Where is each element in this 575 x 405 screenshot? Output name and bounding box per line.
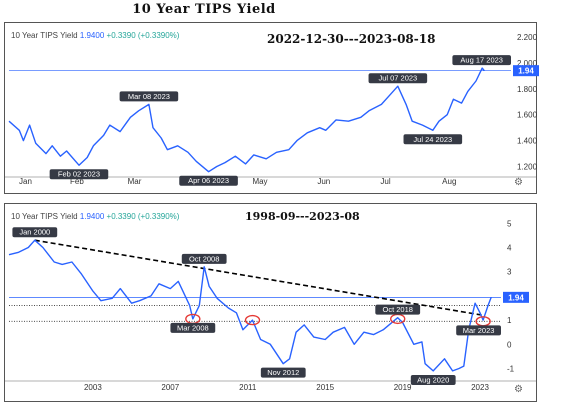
y-tick-label: 3: [507, 268, 512, 277]
chart-header: 10 Year TIPS Yield 1.9400 +0.3390 (+0.33…: [11, 31, 179, 40]
series-name: 10 Year TIPS Yield: [11, 31, 78, 40]
annotation-label: Mar 2023: [463, 326, 495, 335]
y-tick-label: 0: [507, 340, 512, 349]
annotation-label-box: [368, 73, 428, 84]
annotation-label-box: [12, 227, 58, 238]
series-value: 1.9400: [79, 212, 105, 221]
x-tick-label: 2015: [316, 383, 334, 392]
annotation-label: Aug 2020: [417, 375, 449, 384]
x-tick-label: 2023: [471, 383, 489, 392]
y-tick-label: 2.200: [517, 33, 538, 42]
x-tick-label: Mar: [128, 177, 142, 186]
date-range-label: 1998-09---2023-08: [245, 210, 360, 223]
annotation-label: Feb 02 2023: [58, 170, 100, 179]
y-tick-label: 1.400: [517, 137, 538, 146]
y-tick-label: 1: [507, 316, 512, 325]
series-change: +0.3390 (+0.3390%): [106, 212, 180, 221]
series-line: [8, 67, 485, 173]
annotation-label: Aug 17 2023: [460, 56, 503, 65]
annotation-label: Jan 2000: [19, 228, 50, 237]
gear-icon[interactable]: ⚙: [514, 384, 523, 395]
annotation-label-box: [452, 55, 511, 66]
annotation-label: Oct 2008: [189, 254, 219, 263]
current-value-badge: [503, 291, 529, 303]
annotation-label: Apr 06 2023: [188, 176, 229, 185]
x-tick-label: 2011: [239, 383, 257, 392]
annotation-label: Oct 2018: [382, 305, 412, 314]
annotation-label: Nov 2012: [267, 368, 299, 377]
page-title: 10 Year TIPS Yield: [132, 2, 276, 17]
x-tick-label: Jun: [317, 177, 330, 186]
annotation-label-box: [456, 325, 501, 336]
x-tick-label: Aug: [442, 177, 456, 186]
y-tick-label: 1.600: [517, 111, 538, 120]
annotation-label: Mar 2008: [177, 323, 209, 332]
date-range-label: 2022-12-30---2023-08-18: [267, 32, 436, 46]
chart-svg-recent: 2.200 2.000 1.800 1.600 1.400 1.200 Jan Feb Mar A…: [5, 33, 539, 186]
annotation-label-box: [49, 169, 109, 180]
annotation-label: Jul 07 2023: [378, 74, 417, 83]
x-tick-label: Jul: [380, 177, 390, 186]
y-tick-label: 4: [507, 243, 512, 252]
series-name: 10 Year TIPS Yield: [11, 212, 78, 221]
trend-line: [34, 239, 484, 317]
y-tick-label: 5: [507, 219, 512, 228]
x-tick-label: 2003: [84, 383, 102, 392]
x-tick-label: 2007: [161, 383, 179, 392]
y-tick-label: 1.200: [517, 163, 538, 172]
annotation-label: Jul 24 2023: [413, 135, 452, 144]
current-value-label: 1.94: [508, 293, 524, 302]
x-tick-label: Feb: [70, 177, 84, 186]
annotation-label-box: [170, 322, 216, 333]
series-value: 1.9400: [79, 31, 105, 40]
series-change: +0.3390 (+0.3390%): [106, 31, 180, 40]
y-tick-label: -1: [507, 365, 515, 374]
chart-header: 10 Year TIPS Yield 1.9400 +0.3390 (+0.33…: [11, 212, 179, 221]
series-line: [8, 239, 492, 372]
y-tick-label: 1.800: [517, 85, 538, 94]
annotation-label-box: [375, 304, 421, 315]
current-value-label: 1.94: [518, 67, 534, 76]
x-tick-label: May: [252, 177, 267, 186]
annotation-label-box: [403, 134, 463, 145]
gear-icon[interactable]: ⚙: [514, 177, 523, 188]
annotation-label-box: [410, 374, 456, 385]
highlight-circle: [244, 314, 261, 326]
current-value-badge: [513, 65, 539, 77]
x-tick-label: 2019: [394, 383, 412, 392]
annotation-label: Mar 08 2023: [128, 92, 170, 101]
x-tick-label: Jan: [19, 177, 32, 186]
annotation-label-box: [119, 91, 179, 102]
annotation-label-box: [260, 367, 306, 378]
chart-panel-recent: 2.200 2.000 1.800 1.600 1.400 1.200 Jan Feb Mar A…: [4, 22, 539, 194]
highlight-circle: [390, 313, 406, 325]
annotation-label-box: [181, 253, 227, 264]
annotation-label-box: [179, 175, 238, 186]
y-tick-label: 2.000: [517, 59, 538, 68]
